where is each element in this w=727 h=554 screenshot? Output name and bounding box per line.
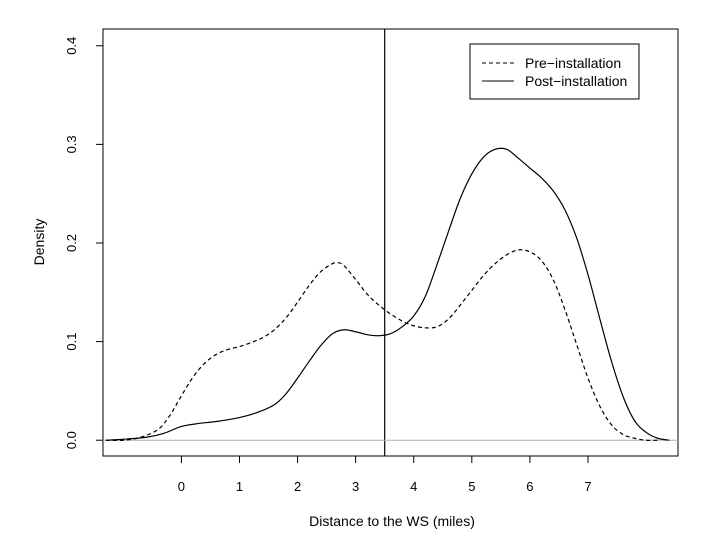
x-tick-label: 4: [410, 479, 417, 494]
y-tick-label: 0.1: [64, 333, 79, 351]
y-tick-label: 0.3: [64, 135, 79, 153]
reference-lines: [103, 29, 678, 456]
x-tick-label: 5: [468, 479, 475, 494]
post-installation-curve: [105, 147, 670, 441]
x-tick-label: 0: [178, 479, 185, 494]
x-tick-label: 6: [526, 479, 533, 494]
legend-label-pre-installation: Pre−installation: [525, 55, 621, 71]
x-tick-label: 7: [584, 479, 591, 494]
y-tick-label: 0.0: [64, 431, 79, 449]
x-tick-label: 3: [352, 479, 359, 494]
x-axis: 0 1 2 3 4 5 6 7: [178, 456, 592, 494]
legend-label-post-installation: Post−installation: [525, 73, 627, 89]
x-axis-title: Distance to the WS (miles): [309, 513, 475, 529]
legend: Pre−installation Post−installation: [469, 43, 640, 100]
x-tick-label: 1: [236, 479, 243, 494]
y-axis: 0.0 0.1 0.2 0.3 0.4: [64, 37, 103, 449]
pre-installation-curve: [105, 249, 658, 442]
y-tick-label: 0.2: [64, 234, 79, 252]
density-curves: [105, 147, 670, 442]
y-axis-title: Density: [31, 219, 47, 266]
y-tick-label: 0.4: [64, 37, 79, 55]
legend-box: [469, 43, 640, 100]
x-tick-label: 2: [294, 479, 301, 494]
